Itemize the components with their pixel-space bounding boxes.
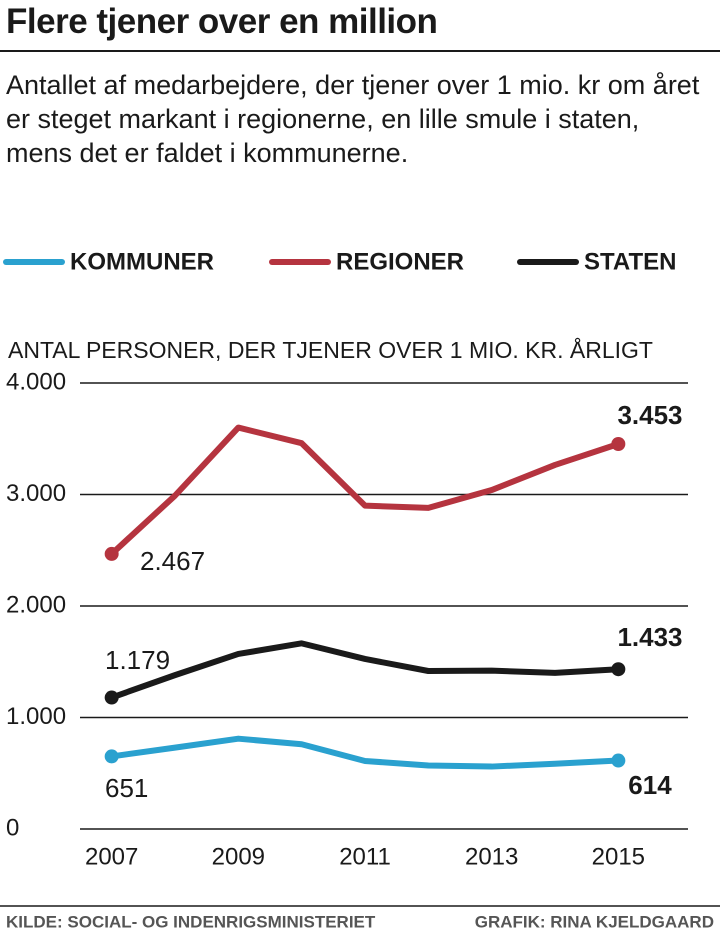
x-tick-label: 2009 bbox=[212, 843, 265, 870]
y-tick-label: 0 bbox=[6, 814, 19, 841]
series-line bbox=[109, 424, 620, 557]
source: KILDE: SOCIAL- OG INDENRIGSMINISTERIET bbox=[6, 912, 376, 931]
y-tick-label: 1.000 bbox=[6, 703, 66, 730]
y-tick-label: 4.000 bbox=[6, 368, 66, 395]
legend-label: STATEN bbox=[584, 248, 676, 275]
y-tick-label: 2.000 bbox=[6, 591, 66, 618]
point bbox=[611, 753, 626, 768]
data-label: 1.433 bbox=[617, 622, 682, 652]
data-label: 3.453 bbox=[617, 400, 682, 430]
title-rule bbox=[0, 50, 720, 52]
x-tick-label: 2011 bbox=[339, 843, 391, 870]
chart-subtitle: Antallet af medarbejdere, der tjener ove… bbox=[6, 70, 700, 168]
x-tick-label: 2015 bbox=[592, 843, 645, 870]
point bbox=[611, 436, 626, 451]
data-label: 614 bbox=[628, 770, 672, 800]
data-label: 651 bbox=[105, 773, 148, 803]
legend-label: REGIONER bbox=[336, 248, 464, 275]
y-axis-title: ANTAL PERSONER, DER TJENER OVER 1 MIO. K… bbox=[8, 336, 653, 363]
credit: GRAFIK: RINA KJELDGAARD bbox=[475, 912, 714, 931]
point bbox=[104, 546, 119, 561]
point bbox=[611, 662, 626, 677]
series-line bbox=[110, 640, 619, 701]
x-tick-label: 2013 bbox=[465, 843, 518, 870]
y-tick-label: 3.000 bbox=[6, 480, 66, 507]
point bbox=[104, 749, 119, 764]
data-label: 1.179 bbox=[105, 645, 170, 675]
chart-title: Flere tjener over en million bbox=[6, 2, 438, 41]
series-line bbox=[111, 735, 619, 770]
legend-label: KOMMUNER bbox=[70, 248, 214, 275]
x-tick-label: 2007 bbox=[85, 843, 138, 870]
data-label: 2.467 bbox=[140, 546, 205, 576]
point bbox=[104, 690, 119, 705]
